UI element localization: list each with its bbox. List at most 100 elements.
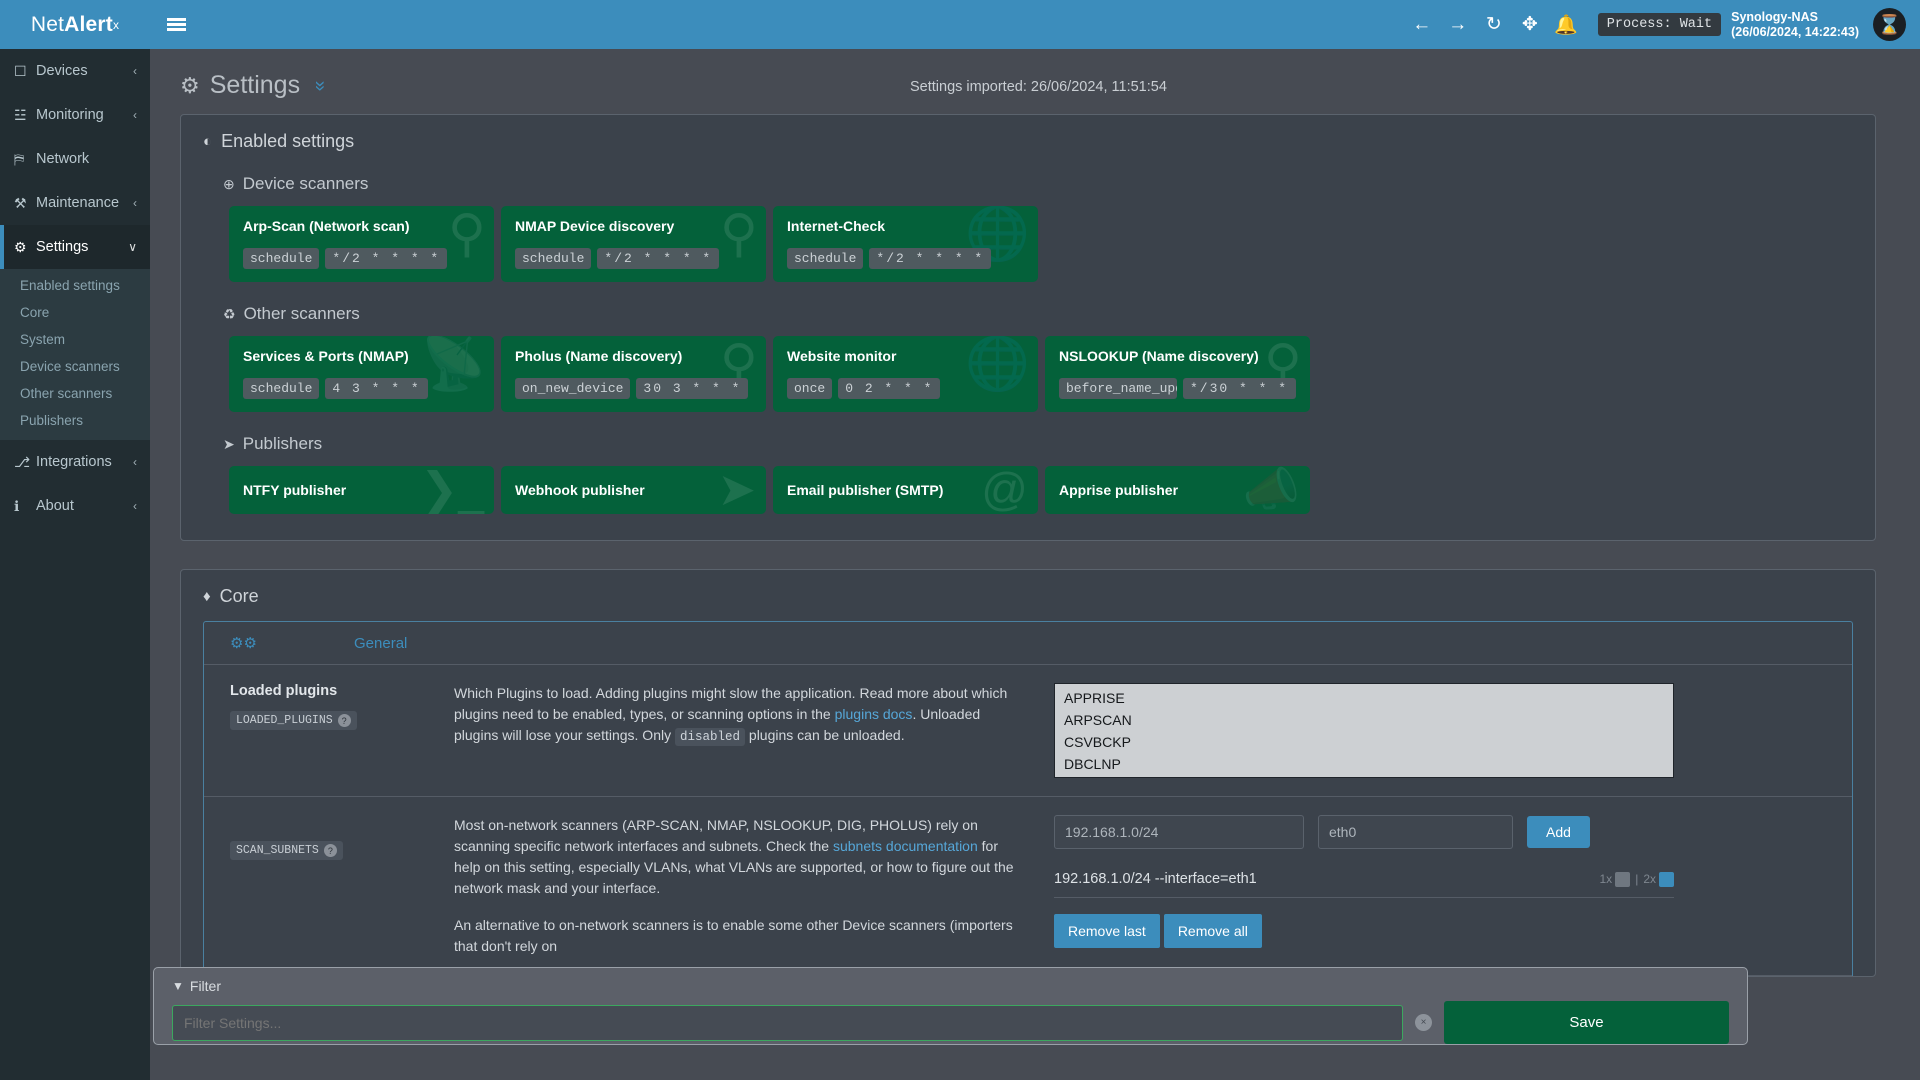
add-subnet-button[interactable]: Add bbox=[1527, 816, 1590, 848]
badge-divider: | bbox=[1635, 872, 1639, 886]
tab-general[interactable]: General bbox=[354, 634, 408, 652]
subnet-input[interactable]: 192.168.1.0/24 bbox=[1054, 815, 1304, 849]
scanner-card[interactable]: ⚲ Arp-Scan (Network scan) schedule */2 *… bbox=[229, 206, 494, 282]
card-chips: schedule */2 * * * * bbox=[787, 248, 1024, 269]
page-title-text: Settings bbox=[209, 71, 301, 99]
setting-row-loaded-plugins: Loaded plugins LOADED_PLUGINS ? Which Pl… bbox=[204, 665, 1852, 797]
sidebar-subitem-system[interactable]: System bbox=[20, 332, 66, 347]
publisher-cards: ❯_ NTFY publisher ➤ Webhook publisher @ … bbox=[181, 456, 1875, 540]
magnifier-icon: ⚲ bbox=[447, 206, 486, 263]
card-chips: schedule 4 3 * * * bbox=[243, 378, 480, 399]
subnet-entry-row: 192.168.1.0/24 --interface=eth1 1x | 2x bbox=[1054, 871, 1674, 898]
core-panel: ♦ Core ⚙⚙ General Loaded plugins LOADED_… bbox=[180, 569, 1876, 977]
desc-part-3: An alternative to on-network scanners is… bbox=[454, 917, 1013, 954]
filter-bar: ▼ Filter × Save bbox=[153, 967, 1748, 1045]
card-chips: on_new_device 30 3 * * * bbox=[515, 378, 752, 399]
scanner-card[interactable]: 📡 Services & Ports (NMAP) schedule 4 3 *… bbox=[229, 336, 494, 412]
desc-part-2: for help on this setting, especially VLA… bbox=[454, 838, 1014, 896]
group-title-device-scanners: ⊕ Device scanners bbox=[181, 156, 1875, 196]
sidebar-item-monitoring[interactable]: ☳ Monitoring ‹ bbox=[0, 93, 150, 137]
back-icon[interactable]: ← bbox=[1412, 13, 1432, 35]
interface-input[interactable]: eth0 bbox=[1318, 815, 1513, 849]
help-icon[interactable]: ? bbox=[323, 844, 337, 857]
badge-1x[interactable]: 1x bbox=[1599, 871, 1631, 887]
card-title: Services & Ports (NMAP) bbox=[243, 348, 409, 364]
sidebar-item-devices[interactable]: ☐ Devices ‹ bbox=[0, 49, 150, 93]
group-title-publishers: ➤ Publishers bbox=[181, 416, 1875, 456]
multiselect-option[interactable]: CSVBCKP bbox=[1064, 734, 1131, 750]
multiselect-option[interactable]: DBCLNP bbox=[1064, 756, 1121, 772]
app-logo[interactable]: Net Alert x bbox=[0, 0, 150, 49]
remove-all-button[interactable]: Remove all bbox=[1163, 914, 1262, 948]
avatar[interactable]: ⌛ bbox=[1873, 8, 1906, 41]
card-title: Email publisher (SMTP) bbox=[787, 482, 944, 498]
other-scanner-cards: 📡 Services & Ports (NMAP) schedule 4 3 *… bbox=[181, 326, 1875, 416]
card-chip-key: on_new_device bbox=[515, 378, 631, 399]
menu-toggle-button[interactable] bbox=[150, 0, 202, 49]
scanner-card[interactable]: ⚲ NSLOOKUP (Name discovery) before_name_… bbox=[1045, 336, 1310, 412]
remove-last-button[interactable]: Remove last bbox=[1054, 914, 1160, 948]
multiselect-option[interactable]: APPRISE bbox=[1064, 690, 1125, 706]
gears-icon: ⚙⚙ bbox=[230, 635, 257, 652]
scanner-card[interactable]: 🌐 Internet-Check schedule */2 * * * * bbox=[773, 206, 1038, 282]
card-chip-value: 4 3 * * * bbox=[325, 378, 428, 399]
scanner-card[interactable]: 🌐 Website monitor once 0 2 * * * bbox=[773, 336, 1038, 412]
loaded-plugins-multiselect[interactable]: APPRISE ARPSCAN CSVBCKP DBCLNP bbox=[1054, 683, 1674, 778]
sidebar-subitem-enabled-settings[interactable]: Enabled settings bbox=[20, 278, 120, 293]
clear-filter-icon[interactable]: × bbox=[1415, 1014, 1432, 1031]
core-tab-box: ⚙⚙ General Loaded plugins LOADED_PLUGINS… bbox=[203, 621, 1853, 976]
network-icon: ⛿ bbox=[14, 150, 25, 167]
scanner-card[interactable]: ⚲ NMAP Device discovery schedule */2 * *… bbox=[501, 206, 766, 282]
wrench-icon: ⚒ bbox=[14, 194, 27, 211]
logo-superscript: x bbox=[112, 17, 120, 32]
process-status-badge: Process: Wait bbox=[1597, 13, 1722, 36]
bell-icon[interactable]: 🔔 bbox=[1553, 14, 1578, 36]
save-button[interactable]: Save bbox=[1444, 1001, 1729, 1044]
sidebar-subitem-device-scanners[interactable]: Device scanners bbox=[20, 359, 120, 374]
sidebar-item-about[interactable]: ℹ About ‹ bbox=[0, 484, 150, 528]
setting-label-block: Loaded plugins LOADED_PLUGINS ? bbox=[204, 683, 454, 778]
card-title: Webhook publisher bbox=[515, 482, 645, 498]
toggle-icon: ◐ bbox=[203, 133, 213, 150]
help-icon[interactable]: ? bbox=[337, 714, 351, 727]
publisher-card[interactable]: @ Email publisher (SMTP) bbox=[773, 466, 1038, 514]
forward-icon[interactable]: → bbox=[1448, 13, 1468, 35]
sidebar-item-network[interactable]: ⛿ Network bbox=[0, 137, 150, 181]
move-icon[interactable]: ✥ bbox=[1521, 14, 1538, 35]
sidebar-subitem-other-scanners[interactable]: Other scanners bbox=[20, 386, 113, 401]
filter-input[interactable] bbox=[172, 1004, 1403, 1041]
sidebar-subitem-core[interactable]: Core bbox=[20, 305, 50, 320]
scanner-card[interactable]: ⚲ Pholus (Name discovery) on_new_device … bbox=[501, 336, 766, 412]
sidebar-item-maintenance[interactable]: ⚒ Maintenance ‹ bbox=[0, 181, 150, 225]
chevron-double-down-icon[interactable]: » bbox=[309, 80, 331, 91]
enabled-settings-title: ◐ Enabled settings bbox=[181, 115, 1875, 156]
sidebar-item-integrations[interactable]: ⎇ Integrations ‹ bbox=[0, 440, 150, 484]
multiselect-option[interactable]: ARPSCAN bbox=[1064, 712, 1132, 728]
device-scanner-cards: ⚲ Arp-Scan (Network scan) schedule */2 *… bbox=[181, 196, 1875, 286]
desc-part-3: plugins can be unloaded. bbox=[745, 727, 905, 743]
sidebar-item-settings[interactable]: ⚙ Settings ∨ bbox=[0, 225, 150, 269]
laptop-icon: ☐ bbox=[14, 62, 27, 79]
setting-description: Which Plugins to load. Adding plugins mi… bbox=[454, 683, 1054, 778]
gear-icon: ⚙ bbox=[180, 72, 200, 98]
paper-plane-icon: ➤ bbox=[223, 435, 235, 452]
sidebar-item-label: About bbox=[36, 498, 74, 514]
badge-1x-label: 1x bbox=[1599, 872, 1613, 886]
badge-2x[interactable]: 2x bbox=[1643, 871, 1674, 887]
publisher-card[interactable]: ❯_ NTFY publisher bbox=[229, 466, 494, 514]
plugins-docs-link[interactable]: plugins docs bbox=[834, 706, 913, 722]
top-bar-controls: ← → ↻ ✥ 🔔 Process: Wait Synology-NAS (26… bbox=[1404, 0, 1920, 49]
subnets-docs-link[interactable]: subnets documentation bbox=[832, 838, 978, 854]
magnifier-plus-icon: ⊕ bbox=[223, 175, 235, 192]
card-chips: schedule */2 * * * * bbox=[243, 248, 480, 269]
publisher-card[interactable]: 📣 Apprise publisher bbox=[1045, 466, 1310, 514]
card-chip-value: */2 * * * * bbox=[869, 248, 992, 269]
chevron-left-icon: ‹ bbox=[133, 64, 137, 78]
card-title: NMAP Device discovery bbox=[515, 218, 675, 234]
refresh-icon[interactable]: ↻ bbox=[1485, 14, 1502, 35]
publisher-card[interactable]: ➤ Webhook publisher bbox=[501, 466, 766, 514]
panel-title-text: Core bbox=[219, 586, 259, 606]
badge-2x-label: 2x bbox=[1643, 872, 1656, 886]
sidebar-subitem-publishers[interactable]: Publishers bbox=[20, 413, 84, 428]
card-title: Pholus (Name discovery) bbox=[515, 348, 683, 364]
